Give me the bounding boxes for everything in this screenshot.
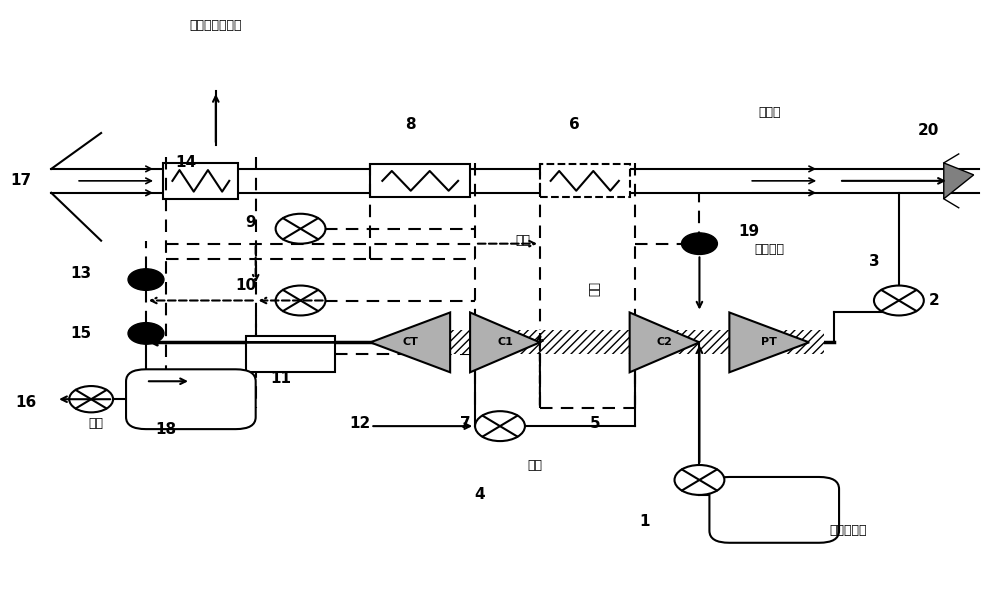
Polygon shape [370, 313, 450, 372]
Polygon shape [944, 163, 974, 199]
Text: 17: 17 [11, 173, 32, 188]
Text: 6: 6 [569, 117, 580, 132]
Circle shape [475, 411, 525, 441]
Text: 5: 5 [589, 416, 600, 431]
Text: 18: 18 [155, 422, 176, 436]
Circle shape [128, 269, 164, 290]
Text: 20: 20 [918, 123, 939, 138]
Text: 3: 3 [869, 254, 879, 269]
Polygon shape [729, 313, 809, 372]
Text: CT: CT [402, 337, 418, 347]
Bar [163, 163, 238, 199]
Text: 10: 10 [235, 278, 256, 293]
Text: 12: 12 [350, 416, 371, 431]
Text: C1: C1 [497, 337, 513, 347]
Text: 19: 19 [739, 224, 760, 239]
Circle shape [874, 285, 924, 316]
Text: 冷路: 冷路 [588, 281, 601, 296]
Circle shape [276, 285, 325, 316]
Text: 16: 16 [16, 395, 37, 410]
Text: 9: 9 [245, 215, 256, 230]
Text: 冷风道: 冷风道 [758, 106, 780, 118]
Bar [246, 337, 335, 372]
Text: 8: 8 [405, 117, 416, 132]
Text: C2: C2 [657, 337, 672, 347]
Circle shape [128, 323, 164, 344]
Bar [370, 165, 470, 197]
Circle shape [69, 386, 113, 412]
Polygon shape [470, 313, 540, 372]
Bar [540, 165, 630, 197]
Text: 4: 4 [475, 487, 485, 502]
Text: 2: 2 [928, 293, 939, 308]
Text: 冷却设备载冷剂: 冷却设备载冷剂 [190, 19, 242, 32]
Text: 发动机引气: 发动机引气 [829, 524, 867, 537]
Circle shape [276, 214, 325, 243]
Text: PT: PT [761, 337, 777, 347]
Text: 14: 14 [175, 156, 196, 171]
Text: 1: 1 [639, 514, 650, 529]
Text: 排出: 排出 [89, 416, 104, 430]
Text: 7: 7 [460, 416, 470, 431]
Bar [440, 331, 824, 355]
Circle shape [675, 465, 724, 495]
Text: 冲压空气: 冲压空气 [754, 243, 784, 256]
FancyBboxPatch shape [709, 477, 839, 543]
Text: 15: 15 [71, 326, 92, 341]
FancyBboxPatch shape [126, 369, 256, 429]
Text: 回风: 回风 [515, 234, 530, 247]
Text: 热路: 热路 [527, 459, 542, 472]
Polygon shape [630, 313, 699, 372]
Text: 11: 11 [270, 371, 291, 386]
Text: 13: 13 [71, 266, 92, 281]
Circle shape [681, 233, 717, 254]
